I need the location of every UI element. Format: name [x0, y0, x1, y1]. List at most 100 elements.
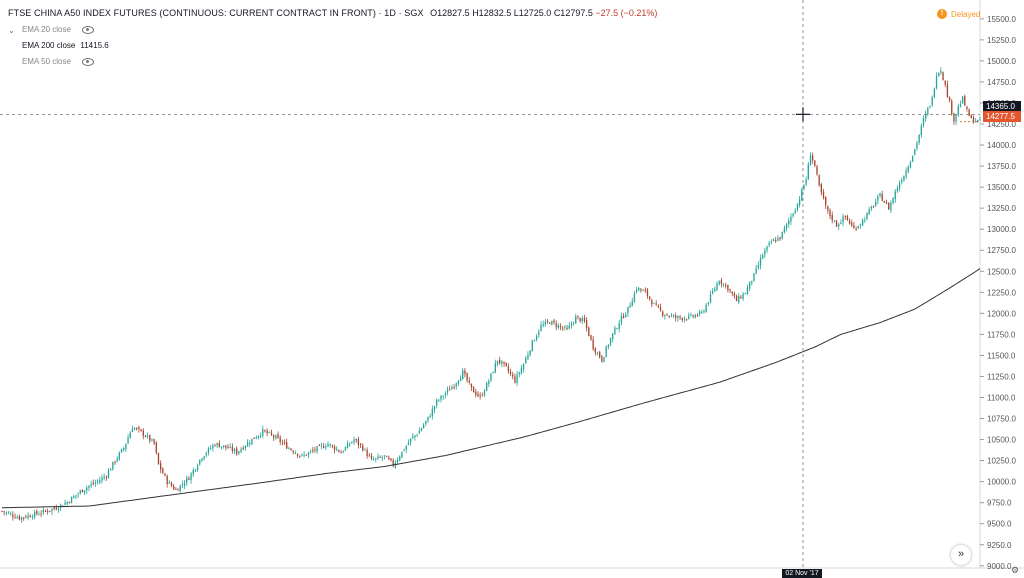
candle-body	[614, 327, 616, 335]
candle-body	[144, 436, 147, 438]
candle-body	[138, 427, 140, 429]
y-tick-label: 9250.0	[987, 541, 1012, 550]
candle-body	[396, 459, 399, 463]
candle-body	[840, 222, 842, 225]
legend-ema200[interactable]: EMA 200 close 11415.6	[22, 41, 109, 50]
legend-ema20[interactable]: EMA 20 close	[22, 25, 94, 34]
candle-body	[318, 445, 320, 447]
candle-body	[592, 339, 594, 350]
candle-body	[116, 458, 118, 462]
candle-body	[312, 450, 314, 452]
candle-body	[249, 443, 251, 445]
candle-body	[166, 475, 168, 484]
candle-body	[488, 381, 490, 385]
candle-body	[14, 517, 16, 519]
candle-body	[707, 302, 710, 304]
chart-header: FTSE CHINA A50 INDEX FUTURES (CONTINUOUS…	[8, 8, 657, 18]
warning-icon: !	[937, 9, 947, 19]
candle-body	[855, 228, 857, 230]
candle-body	[103, 476, 105, 478]
y-tick-label: 9000.0	[987, 562, 1012, 571]
candle-body	[92, 482, 94, 484]
legend-ema50[interactable]: EMA 50 close	[22, 57, 94, 66]
candle-body	[10, 513, 12, 515]
candle-body	[229, 446, 231, 448]
candle-body	[977, 119, 979, 122]
candle-body	[196, 465, 199, 470]
candle-body	[590, 335, 592, 340]
candle-body	[490, 373, 492, 381]
candle-body	[505, 362, 507, 366]
candle-body	[516, 374, 518, 384]
candle-body	[188, 478, 190, 480]
candle-body	[181, 484, 184, 486]
candle-body	[646, 289, 649, 297]
candle-body	[346, 443, 349, 449]
scroll-to-realtime-button[interactable]: »	[951, 545, 971, 565]
candle-body	[49, 510, 51, 512]
candle-body	[301, 454, 303, 456]
symbol-title[interactable]: FTSE CHINA A50 INDEX FUTURES (CONTINUOUS…	[8, 8, 424, 18]
candle-body	[31, 516, 34, 518]
candle-body	[829, 209, 831, 217]
candle-body	[179, 485, 181, 492]
candle-body	[36, 510, 38, 514]
y-tick-label: 10250.0	[987, 457, 1016, 466]
candle-body	[735, 295, 738, 302]
candle-body	[231, 446, 234, 452]
eye-icon[interactable]	[81, 25, 94, 34]
candle-body	[253, 437, 255, 439]
candle-body	[701, 311, 703, 313]
candle-body	[146, 435, 149, 437]
delayed-badge[interactable]: ! Delayed	[937, 9, 980, 19]
y-tick-label: 13750.0	[987, 162, 1016, 171]
candle-body	[746, 287, 749, 294]
gear-icon[interactable]: ⚙	[1011, 565, 1020, 575]
candle-body	[861, 220, 864, 226]
candle-body	[974, 121, 977, 123]
candle-body	[292, 450, 294, 453]
candle-body	[635, 289, 638, 292]
candle-body	[494, 363, 497, 373]
candle-body	[399, 456, 401, 461]
candle-body	[88, 485, 90, 488]
candle-body	[525, 358, 527, 364]
candle-body	[455, 383, 457, 387]
candle-body	[785, 223, 788, 229]
eye-icon[interactable]	[81, 57, 94, 66]
candle-body	[68, 502, 71, 504]
candle-body	[173, 485, 175, 490]
candle-body	[449, 389, 451, 391]
collapse-legend-icon[interactable]: ⌄	[8, 26, 15, 35]
candle-body	[531, 340, 533, 352]
candle-body	[446, 389, 449, 393]
candle-body	[479, 395, 481, 397]
candle-body	[816, 166, 818, 175]
y-tick-label: 9750.0	[987, 499, 1012, 508]
candle-body	[64, 502, 66, 505]
candle-body	[109, 469, 112, 471]
candle-body	[520, 368, 523, 374]
candle-body	[542, 324, 544, 326]
candle-body	[120, 449, 123, 453]
y-tick-label: 15500.0	[987, 15, 1016, 24]
candle-body	[846, 215, 849, 220]
candle-body	[340, 452, 342, 454]
legend-label: EMA 50 close	[22, 57, 71, 66]
candle-body	[503, 361, 505, 364]
candle-body	[475, 391, 477, 395]
candle-body	[149, 435, 151, 441]
candle-body	[422, 424, 425, 429]
candle-body	[540, 324, 542, 331]
candle-body	[79, 490, 81, 494]
candle-body	[779, 237, 781, 240]
candle-body	[709, 294, 712, 303]
candle-body	[633, 292, 636, 302]
candle-body	[242, 447, 244, 450]
candle-body	[16, 517, 18, 519]
candle-body	[296, 453, 299, 456]
candle-body	[264, 430, 266, 432]
candle-body	[792, 213, 794, 216]
candle-body	[748, 281, 751, 289]
